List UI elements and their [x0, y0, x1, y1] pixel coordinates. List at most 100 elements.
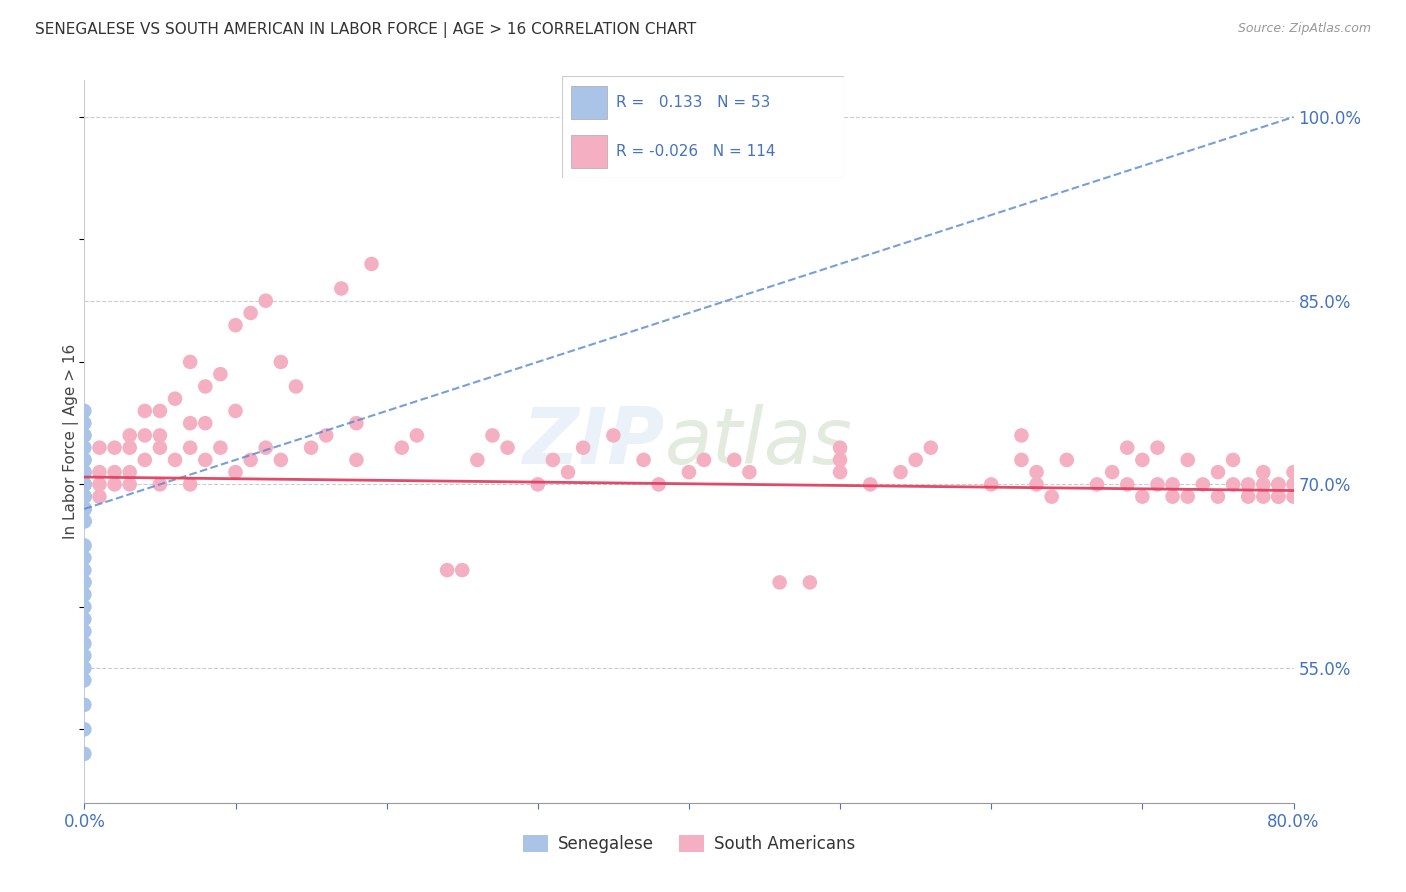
Point [73, 502, 96, 516]
Point [73, 453, 96, 467]
Point [904, 453, 927, 467]
Point [179, 416, 201, 430]
Point [73, 490, 96, 504]
Text: SENEGALESE VS SOUTH AMERICAN IN LABOR FORCE | AGE > 16 CORRELATION CHART: SENEGALESE VS SOUTH AMERICAN IN LABOR FO… [35, 22, 696, 38]
Point [149, 428, 172, 442]
Point [73, 477, 96, 491]
Point [73, 502, 96, 516]
Point [254, 293, 277, 308]
Point [73, 698, 96, 712]
Point [678, 465, 700, 479]
Point [73, 477, 96, 491]
FancyBboxPatch shape [562, 76, 844, 178]
Point [179, 477, 201, 491]
Point [73, 477, 96, 491]
Point [73, 465, 96, 479]
Point [225, 404, 247, 418]
Point [73, 453, 96, 467]
Point [73, 477, 96, 491]
Point [73, 514, 96, 528]
Point [920, 441, 942, 455]
Point [73, 673, 96, 688]
Point [104, 477, 127, 491]
Point [285, 379, 308, 393]
Point [209, 441, 232, 455]
Point [980, 477, 1002, 491]
Point [73, 477, 96, 491]
Point [73, 514, 96, 528]
Point [1253, 490, 1275, 504]
Point [73, 550, 96, 565]
Point [73, 477, 96, 491]
Point [859, 477, 882, 491]
Point [134, 428, 156, 442]
Point [73, 514, 96, 528]
Point [633, 453, 655, 467]
Point [1177, 453, 1199, 467]
Point [799, 575, 821, 590]
Point [1222, 453, 1244, 467]
Point [179, 355, 201, 369]
Point [481, 428, 503, 442]
Point [1237, 477, 1260, 491]
Point [436, 563, 458, 577]
Point [73, 575, 96, 590]
Point [73, 624, 96, 639]
Point [1116, 477, 1139, 491]
Point [346, 453, 368, 467]
FancyBboxPatch shape [571, 87, 607, 119]
Point [149, 441, 172, 455]
Point [1116, 441, 1139, 455]
Point [73, 502, 96, 516]
Point [1282, 465, 1305, 479]
Point [149, 404, 172, 418]
Point [118, 428, 141, 442]
Point [1056, 453, 1078, 467]
Point [73, 477, 96, 491]
Point [73, 490, 96, 504]
Point [165, 392, 187, 406]
Point [769, 575, 792, 590]
Point [830, 453, 852, 467]
Point [73, 575, 96, 590]
Point [73, 477, 96, 491]
Point [194, 379, 217, 393]
Point [270, 453, 292, 467]
Point [194, 416, 217, 430]
Point [73, 453, 96, 467]
Point [391, 441, 413, 455]
Point [73, 477, 96, 491]
Point [73, 648, 96, 663]
Point [1282, 490, 1305, 504]
Point [73, 502, 96, 516]
Point [451, 563, 474, 577]
Point [165, 453, 187, 467]
Point [299, 441, 322, 455]
Point [406, 428, 429, 442]
Text: R =   0.133   N = 53: R = 0.133 N = 53 [616, 95, 770, 110]
Point [73, 465, 96, 479]
Text: ZIP: ZIP [523, 403, 665, 480]
Point [104, 441, 127, 455]
Point [73, 477, 96, 491]
Point [1206, 490, 1229, 504]
Point [1282, 477, 1305, 491]
Point [239, 306, 262, 320]
Point [1101, 465, 1123, 479]
Point [557, 465, 579, 479]
Point [73, 490, 96, 504]
Point [73, 637, 96, 651]
Point [1237, 490, 1260, 504]
Point [73, 428, 96, 442]
Point [225, 318, 247, 333]
Point [330, 281, 353, 295]
Point [1130, 453, 1153, 467]
Point [73, 502, 96, 516]
Point [73, 477, 96, 491]
Point [496, 441, 519, 455]
Point [1130, 490, 1153, 504]
Point [73, 490, 96, 504]
Point [890, 465, 912, 479]
Point [73, 588, 96, 602]
Point [89, 477, 111, 491]
